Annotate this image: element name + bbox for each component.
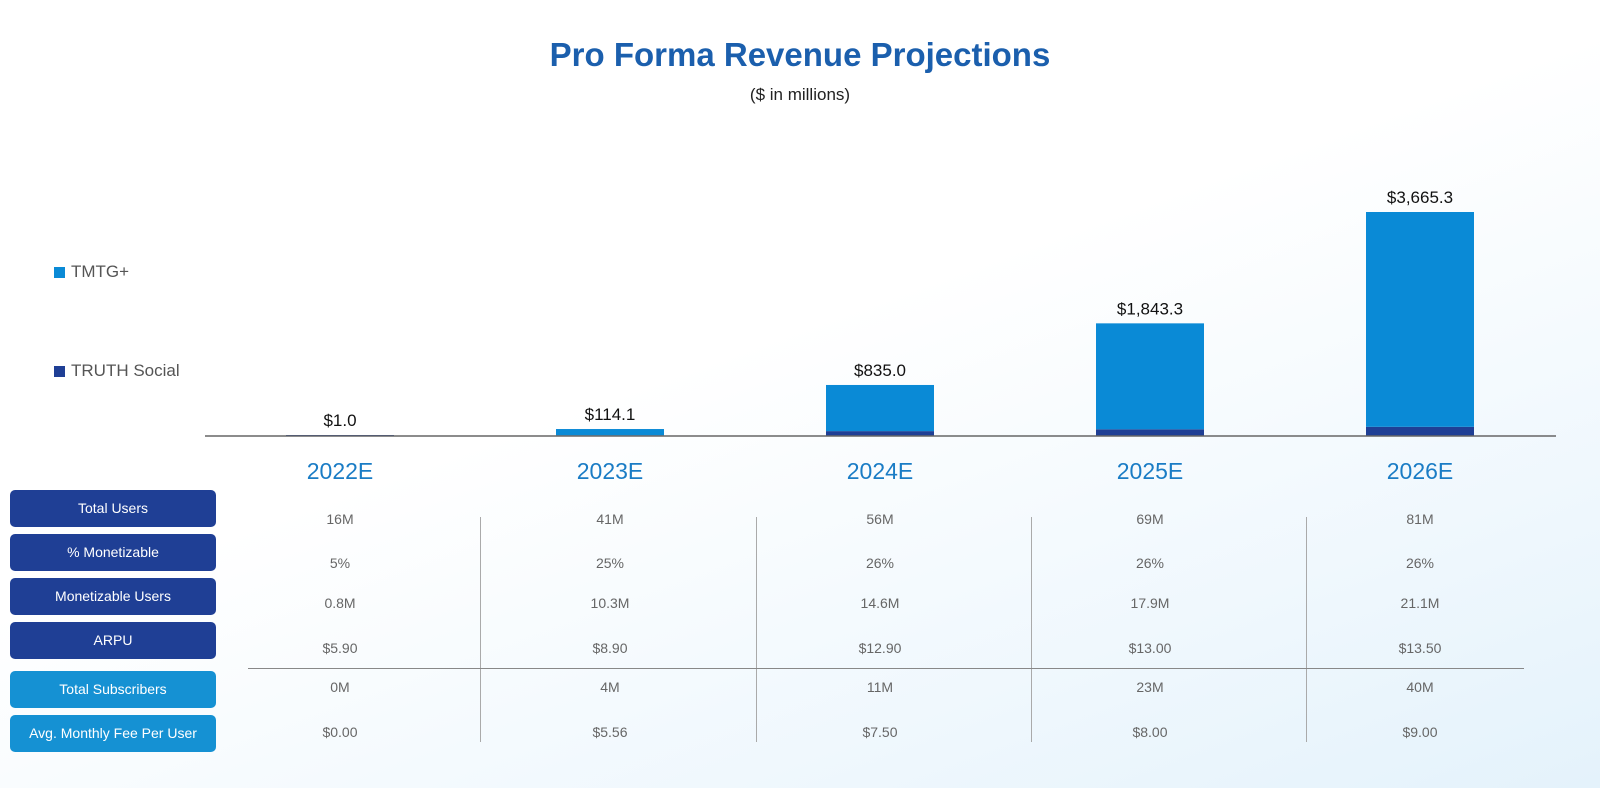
chart-subtitle: ($ in millions): [749, 85, 851, 104]
column-divider: [480, 517, 481, 742]
table-cell: 17.9M: [1130, 595, 1170, 611]
bar-total-label: $3,665.3: [1387, 188, 1453, 207]
table-cell: $8.90: [592, 640, 628, 656]
column-divider: [1306, 517, 1307, 742]
legend-item-tmtg-plus: TMTG+: [54, 262, 129, 282]
table-cell: $9.00: [1402, 724, 1438, 740]
table-cell: $13.00: [1128, 640, 1172, 656]
table-cell: $13.50: [1398, 640, 1442, 656]
table-cell: 81M: [1406, 511, 1434, 527]
legend-item-truth-social: TRUTH Social: [54, 361, 180, 381]
table-cell: 25%: [595, 555, 625, 571]
row-label: Monetizable Users: [10, 578, 216, 615]
table-cell: $7.50: [862, 724, 898, 740]
table-cell: 40M: [1406, 679, 1434, 695]
table-cell: $12.90: [858, 640, 902, 656]
x-tick-label: 2023E: [577, 458, 644, 484]
bar-tmtg-plus: [826, 384, 934, 432]
x-tick-label: 2024E: [847, 458, 914, 484]
table-cell: 21.1M: [1400, 595, 1440, 611]
table-cell: 26%: [1135, 555, 1165, 571]
table-cell: 14.6M: [860, 595, 900, 611]
table-cell: $0.00: [322, 724, 358, 740]
bar-tmtg-plus: [1096, 323, 1204, 430]
bar-total-label: $1,843.3: [1117, 299, 1183, 318]
bar-total-label: $1.0: [323, 411, 356, 430]
table-cell: 5%: [329, 555, 351, 571]
row-label: Total Users: [10, 490, 216, 527]
table-cell: 11M: [866, 679, 894, 695]
table-cell: 10.3M: [590, 595, 630, 611]
revenue-bar-chart: $1.0 2022E $114.1 2023E $835.0 2024E $1,843.3 2…: [205, 188, 1556, 484]
bar-truth-social: [1096, 429, 1204, 436]
table-cell: 0M: [330, 679, 350, 695]
table-cell: 26%: [865, 555, 895, 571]
x-tick-label: 2026E: [1387, 458, 1454, 484]
table-cell: 4M: [600, 679, 620, 695]
table-cell: 0.8M: [324, 595, 356, 611]
table-cell: 16M: [326, 511, 354, 527]
row-label: % Monetizable: [10, 534, 216, 571]
bar-truth-social: [1366, 426, 1474, 436]
legend-swatch: [54, 365, 65, 377]
column-divider: [1031, 517, 1032, 742]
row-label: ARPU: [10, 622, 216, 659]
legend-label: TRUTH Social: [71, 361, 180, 380]
bar-truth-social: [826, 431, 934, 436]
table-cell: $8.00: [1132, 724, 1168, 740]
bar-total-label: $114.1: [585, 405, 636, 424]
row-divider: [248, 668, 1524, 669]
legend-label: TMTG+: [71, 262, 130, 281]
table-cell: 69M: [1136, 511, 1164, 527]
bar-tmtg-plus: [556, 429, 664, 436]
table-cell: 41M: [596, 511, 624, 527]
bar-tmtg-plus: [1366, 212, 1474, 427]
x-tick-label: 2025E: [1117, 458, 1184, 484]
table-cell: 56M: [866, 511, 894, 527]
table-cell: 23M: [1136, 679, 1164, 695]
row-label: Avg. Monthly Fee Per User: [10, 715, 216, 752]
bar-total-label: $835.0: [854, 361, 906, 380]
table-cell: 26%: [1405, 555, 1435, 571]
row-label: Total Subscribers: [10, 671, 216, 708]
table-cell: $5.56: [592, 724, 628, 740]
x-tick-label: 2022E: [307, 458, 374, 484]
legend-swatch: [54, 266, 65, 278]
table-cell: $5.90: [322, 640, 358, 656]
chart-title: Pro Forma Revenue Projections: [549, 36, 1051, 73]
column-divider: [756, 517, 757, 742]
